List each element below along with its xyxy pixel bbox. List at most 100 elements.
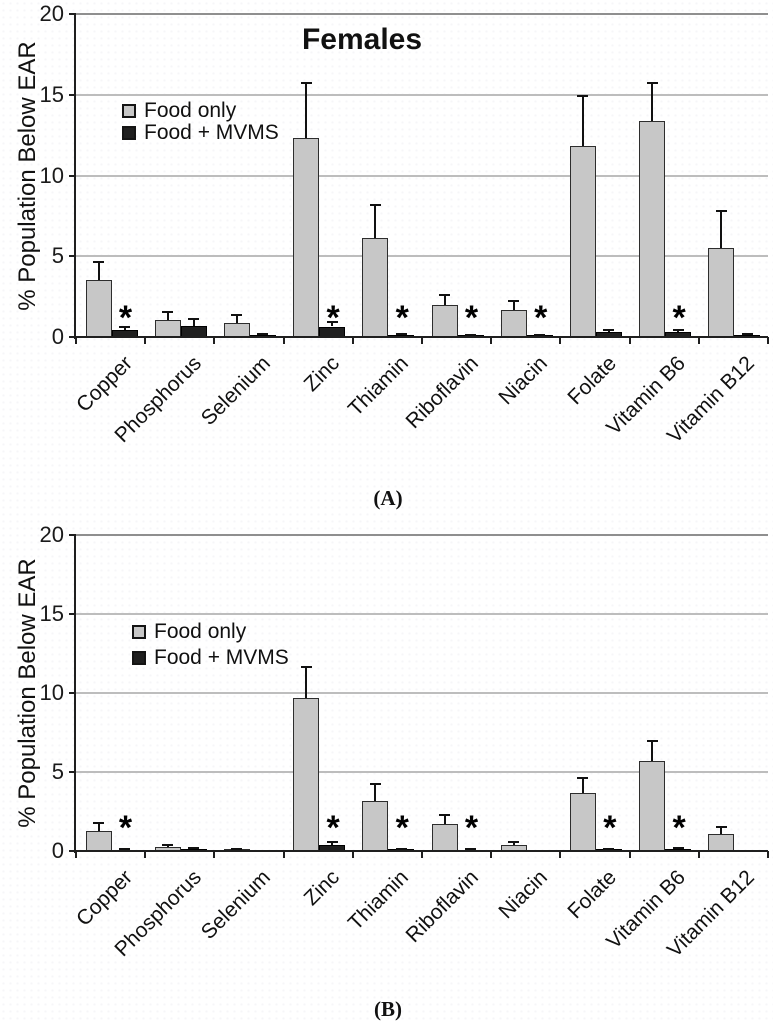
panel-a-significance-asterisk-Thiamin: *: [395, 299, 409, 337]
panel-a-x-tick: [351, 337, 354, 344]
legend-swatch-food-only: [132, 625, 146, 639]
panel-b-x-tick: [351, 851, 354, 858]
panel-b-y-tick-5: [69, 771, 76, 773]
panel-a-error-cap-Riboflavin: [465, 333, 476, 336]
panel-a-error-cap-Vitamin B12: [715, 210, 727, 213]
panel-a-error-cap-Niacin: [508, 299, 520, 302]
panel-a-error-cap-Selenium: [257, 333, 269, 336]
panel-b-error-cap-Folate: [577, 776, 589, 779]
panel-a-x-label-Selenium: Selenium: [196, 351, 275, 430]
panel-a-error-bar-Folate: [607, 330, 610, 333]
panel-a-x-tick: [75, 337, 77, 344]
panel-a-bar-food-only-Folate: [569, 146, 596, 337]
legend-swatch-food-mvms: [122, 126, 136, 140]
legend-label-food-mvms: Food + MVMS: [154, 646, 289, 669]
panel-a-y-axis: [74, 14, 76, 339]
panel-a-y-tick-label-20: 20: [39, 1, 64, 26]
panel-b-significance-asterisk-Folate: *: [603, 809, 617, 847]
panel-a-x-label-Phosphorus: Phosphorus: [110, 351, 206, 448]
panel-a-error-bar-Selenium: [235, 315, 238, 324]
panel-b-x-label-Phosphorus: Phosphorus: [110, 865, 206, 962]
panel-b-x-label-Folate: Folate: [563, 865, 621, 924]
panel-a-error-cap-Vitamin B6: [672, 329, 684, 332]
panel-a-error-cap-Thiamin: [395, 332, 407, 335]
panel-b-x-tick: [213, 851, 216, 858]
panel-a-significance-asterisk-Copper: *: [118, 299, 133, 337]
legend-swatch-food-mvms: [132, 651, 146, 665]
panel-a-y-tick-15: [69, 93, 76, 96]
panel-a-caption: (A): [373, 486, 403, 510]
legend-panel-a: Food only Food + MVMS: [122, 99, 279, 144]
panel-b-error-bar-Zinc: [305, 666, 308, 698]
panel-b-gridline-10: [76, 692, 768, 694]
panel-b-y-tick-label-0: 0: [51, 838, 64, 863]
panel-b-y-tick-label-5: 5: [51, 759, 64, 784]
panel-a-bar-food-only-Riboflavin: [431, 304, 458, 337]
panel-a-error-cap-Phosphorus: [162, 310, 174, 313]
panel-a-error-bar-Folate: [581, 96, 584, 147]
panel-b-error-cap-Thiamin: [369, 782, 381, 785]
panel-b-error-bar-Copper: [97, 823, 100, 832]
panel-a-error-cap-Selenium: [231, 314, 243, 317]
panel-b-bar-food-only-Vitamin B6: [639, 760, 666, 851]
panel-a-error-bar-Niacin: [512, 300, 515, 310]
panel-b-error-bar-Riboflavin: [443, 814, 446, 825]
panel-a-x-tick: [282, 337, 285, 344]
panel-b-bar-food-only-Folate: [569, 793, 596, 851]
panel-b-y-tick-15: [69, 613, 76, 615]
panel-a-x-label-Thiamin: Thiamin: [344, 351, 414, 421]
panel-a-error-bar-Phosphorus: [166, 311, 169, 321]
panel-b-x-label-Riboflavin: Riboflavin: [401, 865, 483, 948]
panel-b-error-cap-Niacin: [508, 841, 520, 844]
legend-panel-b: Food only Food + MVMS: [132, 620, 289, 673]
panel-a-error-bar-Thiamin: [374, 204, 377, 239]
panel-a-error-cap-Folate: [603, 329, 615, 332]
panel-b-error-cap-Vitamin B6: [672, 846, 684, 849]
panel-b-error-cap-Thiamin: [395, 847, 407, 850]
panel-b-significance-asterisk-Riboflavin: *: [464, 809, 479, 847]
panel-a-error-cap-Thiamin: [369, 203, 381, 206]
panel-b-x-tick: [767, 851, 769, 858]
panel-a-x-tick: [490, 337, 493, 344]
panel-a-error-bar-Copper: [123, 326, 126, 330]
panel-b-error-cap-Vitamin B12: [715, 825, 727, 828]
panel-a-bar-food-only-Niacin: [500, 309, 527, 337]
panel-a-error-cap-Vitamin B12: [741, 333, 753, 336]
panel-b-error-bar-Vitamin B6: [651, 741, 654, 761]
panel-a-significance-asterisk-Zinc: *: [326, 299, 340, 337]
panel-b-x-tick: [559, 851, 562, 858]
panel-b-x-label-Thiamin: Thiamin: [344, 865, 414, 935]
panel-b-significance-asterisk-Thiamin: *: [395, 809, 409, 847]
panel-a-error-cap-Zinc: [300, 82, 312, 85]
panel-b-y-tick-label-15: 15: [39, 601, 64, 626]
panel-a-error-cap-Zinc: [326, 321, 338, 324]
legend-label-food-mvms: Food + MVMS: [144, 121, 279, 144]
panel-a-x-label-Vitamin B12: Vitamin B12: [663, 351, 760, 448]
panel-b-error-bar-Vitamin B12: [720, 826, 723, 835]
panel-a-bar-food-only-Thiamin: [362, 238, 389, 337]
panel-a-significance-asterisk-Vitamin B6: *: [672, 299, 686, 337]
panel-a-x-tick: [697, 337, 700, 344]
panel-b-error-cap-Riboflavin: [465, 848, 476, 851]
panel-a-x-tick: [559, 337, 562, 344]
panel-a-bar-food-only-Zinc: [293, 138, 320, 337]
panel-b-y-tick-10: [69, 692, 76, 694]
panel-a-error-cap-Folate: [577, 95, 589, 98]
panel-a-x-label-Niacin: Niacin: [494, 351, 552, 410]
legend-item-food-only: Food only: [132, 620, 289, 643]
legend-item-food-mvms: Food + MVMS: [132, 646, 289, 669]
panel-b-x-tick: [421, 851, 423, 858]
panel-b-error-bar-Niacin: [512, 842, 515, 845]
panel-a-error-cap-Riboflavin: [439, 294, 450, 296]
panel-a-y-tick-label-5: 5: [51, 243, 64, 269]
panel-a-gridline-15: [76, 93, 768, 96]
panel-b-x-label-Selenium: Selenium: [196, 865, 275, 944]
panel-b-error-cap-Vitamin B6: [646, 740, 658, 743]
panel-a-error-cap-Niacin: [534, 333, 546, 336]
panel-a-x-tick: [213, 337, 216, 344]
panel-a-bar-food-only-Vitamin B12: [708, 248, 735, 337]
panel-b-error-bar-Zinc: [331, 842, 334, 845]
panel-a-error-bar-Vitamin B6: [651, 83, 654, 121]
panel-b-significance-asterisk-Zinc: *: [326, 809, 340, 847]
